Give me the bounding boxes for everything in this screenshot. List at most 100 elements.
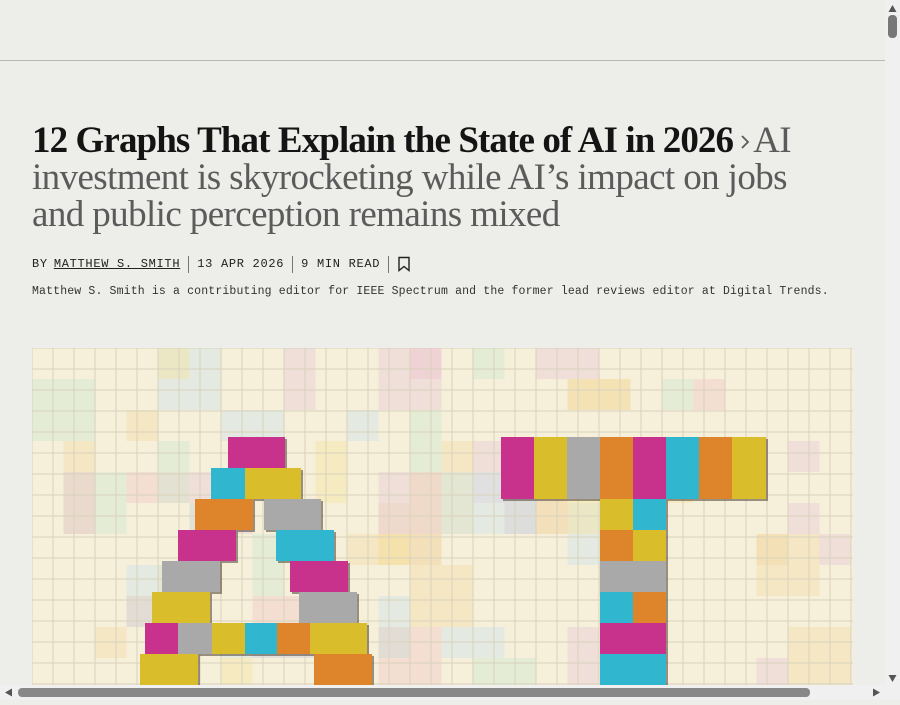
block [633, 468, 666, 499]
separator [388, 255, 390, 273]
block [666, 437, 699, 468]
bookmark-button[interactable] [397, 256, 411, 272]
hero-tile [567, 348, 599, 379]
hero-letters [140, 437, 768, 685]
hero-tile [693, 379, 725, 410]
hero-tile [221, 410, 284, 441]
block [666, 468, 699, 499]
block [600, 592, 633, 623]
hero-tile [378, 503, 410, 565]
headline: 12 Graphs That Explain the State of AI i… [32, 122, 844, 233]
author-link[interactable]: MATTHEW S. SMITH [53, 257, 181, 271]
date: 13 APR 2026 [197, 257, 285, 271]
hero-tile [378, 596, 410, 658]
scrollbar-graphics [5, 688, 880, 697]
block [600, 437, 633, 468]
block [600, 561, 666, 592]
block [195, 499, 253, 530]
hero-tile [756, 534, 788, 565]
hero-tile [347, 410, 379, 441]
block [162, 561, 220, 592]
article-subtitle: AI investment is skyrocketing while AI’s… [32, 120, 792, 235]
block [732, 468, 766, 499]
block [567, 468, 600, 499]
hero-tile [158, 348, 221, 410]
block [152, 592, 210, 623]
meta-row: BY MATTHEW S. SMITH 13 APR 2026 9 MIN RE… [32, 254, 411, 274]
block [699, 437, 732, 468]
hero-tile [410, 565, 473, 627]
block [264, 499, 321, 530]
vertical-scrollbar[interactable] [885, 0, 900, 700]
read-time: 9 MIN READ [301, 257, 381, 271]
hero-tile [788, 441, 820, 472]
block [245, 468, 301, 499]
hero-tile [756, 658, 788, 685]
block [245, 623, 277, 654]
block [140, 654, 198, 685]
block [600, 623, 666, 654]
hero-tile [158, 441, 190, 503]
hero-tile [347, 534, 410, 565]
hero-tile [221, 658, 253, 685]
hero-tile [410, 472, 442, 534]
block [178, 623, 212, 654]
hero-tile [126, 410, 158, 441]
block [178, 530, 236, 561]
block [633, 499, 666, 530]
hero-tile [63, 472, 95, 534]
hero-tile [567, 627, 599, 685]
hero-tile [819, 534, 851, 565]
hero-tile [63, 441, 95, 472]
block [501, 437, 534, 468]
block [310, 623, 367, 654]
hero-tile [32, 379, 95, 441]
block [600, 530, 633, 561]
hero-tile [158, 348, 190, 379]
hero-tile [473, 441, 505, 503]
hero-tile [662, 379, 694, 410]
block [534, 437, 567, 468]
hero-tile [284, 348, 316, 410]
hero-tile [410, 534, 442, 565]
block [228, 437, 285, 468]
block [299, 592, 357, 623]
block [276, 530, 334, 561]
hero-tile [410, 348, 442, 379]
block [699, 468, 732, 499]
block [732, 437, 766, 468]
block [314, 654, 372, 685]
block [211, 468, 245, 499]
top-bar [0, 0, 885, 61]
block [633, 530, 666, 561]
block [534, 468, 567, 499]
hero-tile [441, 441, 473, 472]
block [600, 654, 666, 685]
hero-tile [788, 627, 851, 685]
block [633, 437, 666, 468]
hero-tile [473, 658, 536, 685]
block [290, 561, 348, 592]
hero-image [32, 348, 853, 685]
block [501, 468, 534, 499]
block [600, 499, 633, 530]
block [600, 468, 633, 499]
separator [188, 255, 190, 273]
block [633, 592, 666, 623]
article-title: 12 Graphs That Explain the State of AI i… [32, 120, 734, 161]
hero-tile [536, 348, 568, 379]
scrollbar-graphics [888, 5, 897, 682]
block [212, 623, 245, 654]
block [567, 437, 600, 468]
horizontal-scrollbar[interactable] [0, 685, 885, 700]
byline-prefix: BY [32, 257, 48, 271]
hero-tile [315, 441, 347, 503]
block [145, 623, 178, 654]
hero-tile [410, 410, 442, 472]
hero-tile [473, 348, 505, 379]
separator [292, 255, 294, 273]
block [277, 623, 310, 654]
hero-tile [441, 472, 473, 534]
